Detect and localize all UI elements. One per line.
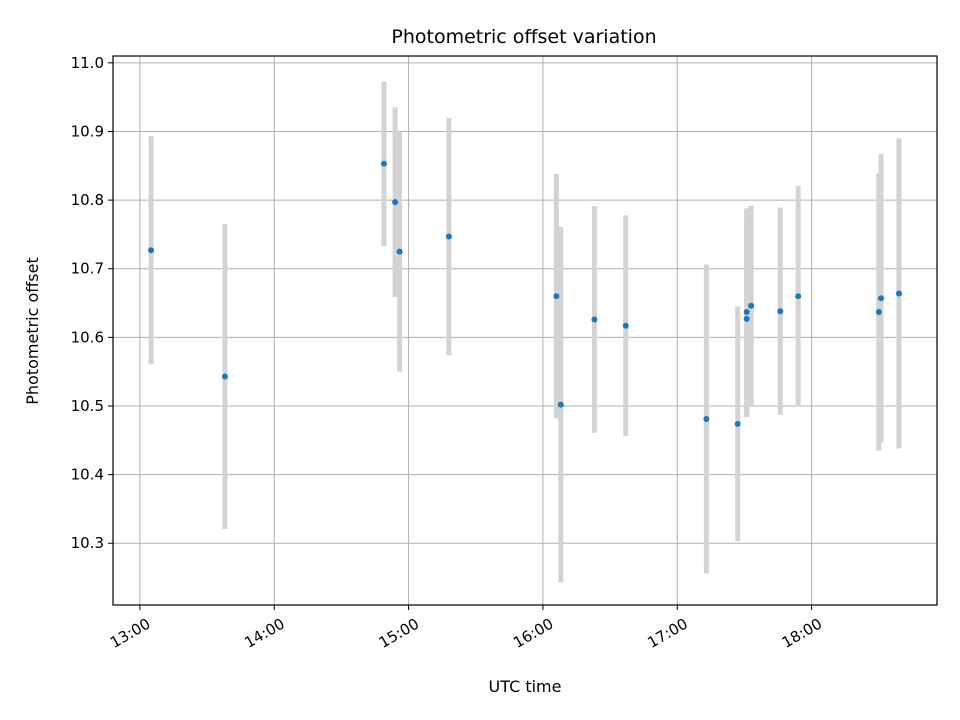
chart-title: Photometric offset variation <box>391 26 656 48</box>
x-tick-label: 17:00 <box>644 615 690 652</box>
y-tick-label: 10.8 <box>71 191 104 209</box>
x-tick-label: 15:00 <box>376 615 422 652</box>
data-point <box>553 293 560 300</box>
y-axis: 10.3 10.4 10.5 10.6 10.7 10.8 10.9 11.0 <box>71 54 113 552</box>
y-tick-label: 10.4 <box>71 466 104 484</box>
data-point <box>878 295 885 302</box>
data-point <box>743 308 750 315</box>
data-point <box>445 233 452 240</box>
data-point <box>392 199 399 206</box>
y-axis-label: Photometric offset <box>23 257 42 405</box>
data-point <box>748 302 755 309</box>
data-points <box>148 160 902 427</box>
x-axis-label: UTC time <box>489 677 562 696</box>
plot-frame <box>112 55 938 606</box>
data-point <box>591 316 598 323</box>
y-tick-label: 11.0 <box>71 54 104 72</box>
data-point <box>895 290 902 297</box>
data-point <box>622 322 629 329</box>
data-point <box>221 373 228 380</box>
y-tick-label: 10.7 <box>71 260 104 278</box>
y-tick-label: 10.6 <box>71 328 104 346</box>
data-point <box>734 420 741 427</box>
x-tick-label: 14:00 <box>241 615 287 652</box>
y-tick-label: 10.5 <box>71 397 104 415</box>
data-point <box>557 401 564 408</box>
data-point <box>396 248 403 255</box>
x-tick-label: 18:00 <box>779 615 825 652</box>
data-point <box>380 160 387 167</box>
x-axis: 13:00 14:00 15:00 16:00 17:00 18:00 <box>107 605 825 652</box>
data-point <box>703 416 710 423</box>
grid-lines <box>113 56 937 605</box>
data-point <box>777 308 784 315</box>
data-point <box>795 293 802 300</box>
y-tick-label: 10.3 <box>71 534 104 552</box>
error-bars <box>148 81 902 583</box>
data-point <box>148 247 155 254</box>
y-tick-label: 10.9 <box>71 122 104 140</box>
data-point <box>743 315 750 322</box>
x-tick-label: 13:00 <box>107 615 153 652</box>
x-tick-label: 16:00 <box>510 615 556 652</box>
data-point <box>875 308 882 315</box>
